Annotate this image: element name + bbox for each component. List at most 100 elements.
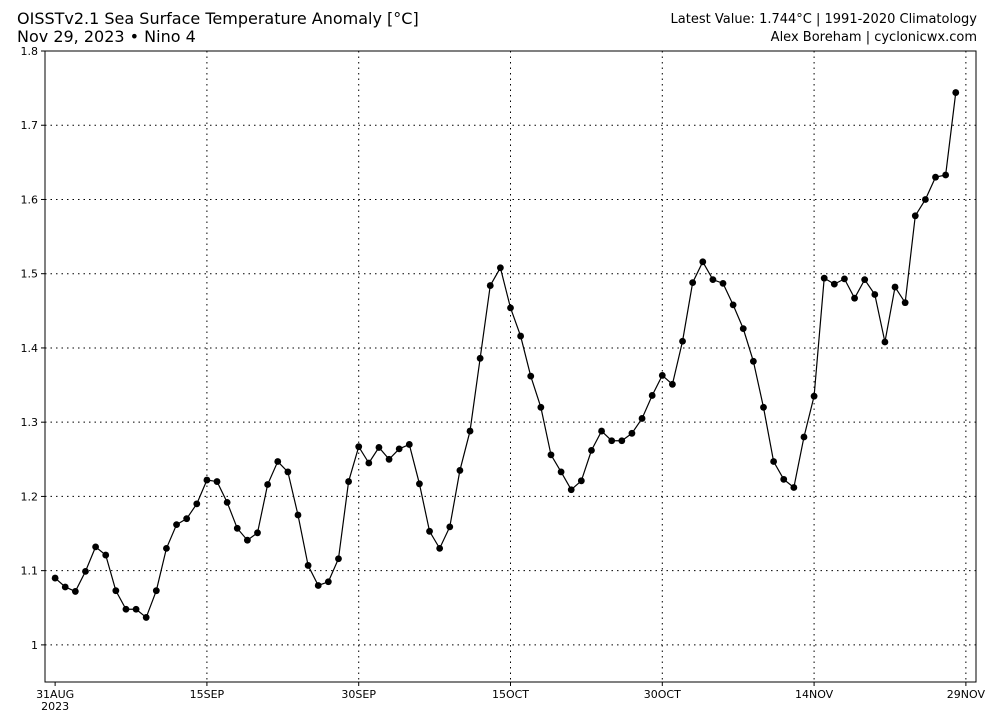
data-point xyxy=(871,291,879,298)
data-point xyxy=(638,415,646,422)
data-point xyxy=(810,392,818,400)
data-point xyxy=(517,332,525,340)
data-point xyxy=(577,477,585,485)
data-point xyxy=(588,446,595,454)
data-point xyxy=(830,280,838,288)
data-point xyxy=(426,527,433,535)
series-line xyxy=(54,92,957,619)
x-tick-label: 15OCT xyxy=(492,688,529,701)
y-tick-label: 1.7 xyxy=(21,119,39,132)
data-point xyxy=(891,283,899,291)
data-point xyxy=(729,301,737,309)
x-tick-label: 30SEP xyxy=(341,688,376,701)
data-point xyxy=(820,274,828,282)
data-point xyxy=(203,476,211,484)
data-point xyxy=(213,478,221,485)
data-point xyxy=(800,433,808,441)
data-point xyxy=(780,475,788,483)
grid xyxy=(45,51,976,682)
data-point xyxy=(486,282,494,289)
data-point xyxy=(739,325,747,333)
data-point xyxy=(355,443,363,451)
credit-label: Alex Boreham | cyclonicwx.com xyxy=(770,30,977,45)
tick-labels: 1 1.1 1.2 1.3 1.4 1.5 1.6 1.7 1.8 31AUG 15SEP 30SEP… xyxy=(21,45,986,713)
data-point xyxy=(416,480,423,488)
y-tick-label: 1.2 xyxy=(21,490,39,503)
data-point xyxy=(901,299,909,307)
data-point xyxy=(61,583,69,591)
chart-subtitle: Nov 29, 2023 • Nino 4 xyxy=(17,27,196,46)
data-point xyxy=(749,357,757,365)
data-point xyxy=(132,605,140,613)
data-point xyxy=(183,515,191,523)
data-point xyxy=(385,455,393,463)
data-point xyxy=(618,437,626,445)
data-point xyxy=(243,536,251,544)
y-tick-label: 1.6 xyxy=(21,193,39,206)
data-point xyxy=(466,427,474,435)
data-point xyxy=(658,372,666,379)
data-point xyxy=(841,275,848,283)
data-point xyxy=(345,478,352,485)
data-point xyxy=(537,403,545,411)
data-point xyxy=(335,555,342,563)
data-point xyxy=(102,551,110,559)
data-point xyxy=(689,279,697,287)
data-point xyxy=(598,427,605,435)
y-tick-label: 1.4 xyxy=(21,342,39,355)
data-point xyxy=(760,403,767,411)
data-point xyxy=(922,196,929,203)
y-tick-label: 1.1 xyxy=(21,565,39,578)
data-point xyxy=(507,304,514,312)
data-point xyxy=(324,578,332,586)
data-point xyxy=(446,523,454,531)
data-point xyxy=(496,264,504,272)
plot-frame xyxy=(44,50,977,683)
data-point xyxy=(628,429,636,437)
x-tick-label: 29NOV xyxy=(947,688,986,701)
data-point xyxy=(851,294,858,302)
data-point xyxy=(911,212,919,220)
data-point xyxy=(557,468,565,476)
data-point xyxy=(254,529,261,537)
x-tick-year-label: 2023 xyxy=(41,700,69,713)
axis-ticks xyxy=(41,50,967,686)
data-point xyxy=(547,451,555,459)
data-point xyxy=(770,458,778,465)
data-point xyxy=(223,498,231,506)
data-point xyxy=(648,392,656,399)
x-tick-label: 30OCT xyxy=(644,688,681,701)
y-tick-label: 1.3 xyxy=(21,416,39,429)
data-point xyxy=(193,500,201,508)
data-point xyxy=(163,544,170,552)
data-point xyxy=(233,524,241,532)
data-point xyxy=(284,468,292,476)
data-point xyxy=(51,574,59,582)
data-point xyxy=(294,511,302,519)
data-point xyxy=(942,171,950,179)
data-points xyxy=(51,89,960,621)
data-point xyxy=(709,276,717,284)
data-point xyxy=(881,338,889,346)
chart-title: OISSTv2.1 Sea Surface Temperature Anomal… xyxy=(17,9,419,28)
data-point xyxy=(173,521,180,529)
y-tick-label: 1.5 xyxy=(21,268,39,281)
data-point xyxy=(152,587,160,595)
data-point xyxy=(476,354,484,362)
latest-value-label: Latest Value: 1.744°C | 1991-2020 Climat… xyxy=(670,12,977,27)
data-point xyxy=(92,543,99,551)
data-point xyxy=(861,276,869,284)
data-point xyxy=(365,459,373,467)
data-point xyxy=(952,89,960,96)
data-point xyxy=(71,588,79,595)
y-tick-label: 1 xyxy=(31,639,38,652)
data-point xyxy=(699,258,707,266)
y-tick-label: 1.8 xyxy=(21,45,39,58)
data-point xyxy=(932,173,939,181)
data-point xyxy=(274,458,282,465)
data-point xyxy=(375,444,383,451)
data-point xyxy=(436,544,444,552)
data-point xyxy=(669,380,676,388)
data-point xyxy=(264,481,272,488)
